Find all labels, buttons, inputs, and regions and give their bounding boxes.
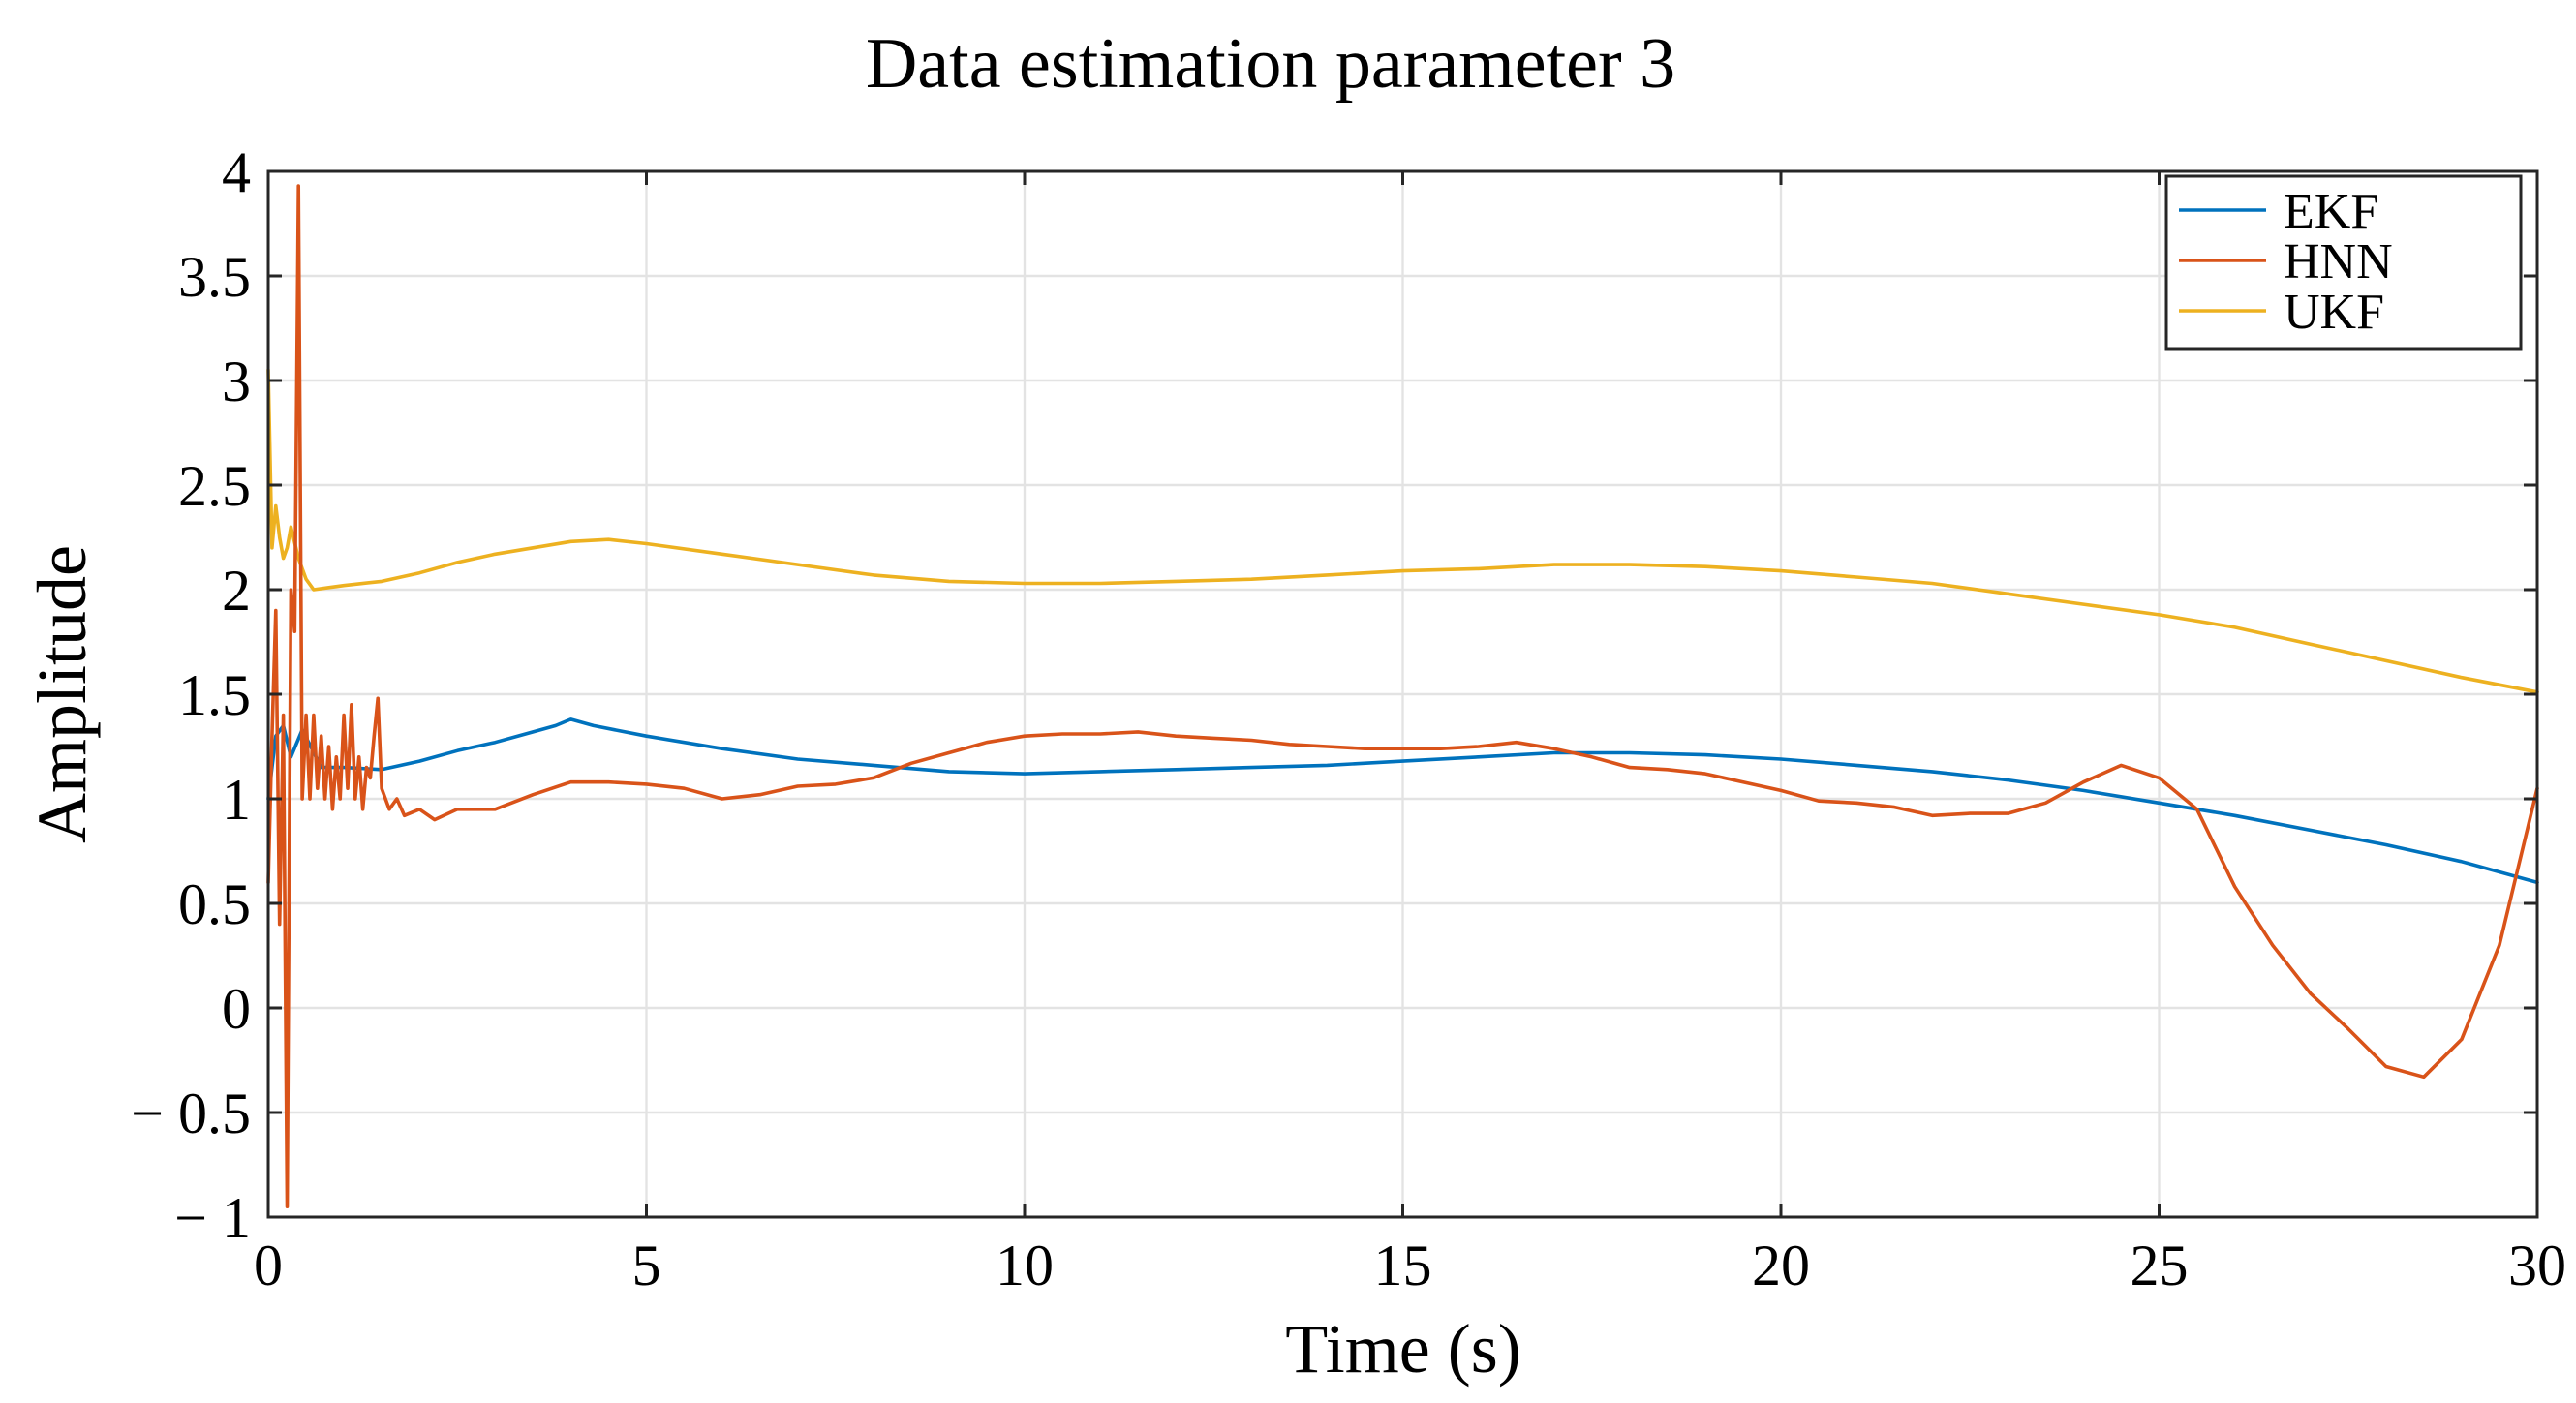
y-tick-label: − 0.5 — [131, 1082, 251, 1145]
series-line-hnn — [266, 184, 2539, 1208]
y-axis-label: Amplitude — [23, 545, 101, 843]
series-lines — [266, 184, 2539, 1208]
series-line-ekf — [266, 717, 2539, 885]
y-tick-label: 4 — [222, 140, 251, 204]
y-tick-label: 3 — [222, 350, 251, 413]
x-tick-label: 25 — [2131, 1234, 2189, 1297]
y-tick-label: 2 — [222, 559, 251, 623]
x-tick-label: 20 — [1752, 1234, 1810, 1297]
x-tick-label: 0 — [254, 1234, 283, 1297]
axis-ticks: 0 5 10 15 20 25 30 − 1 − 0.5 0 0.5 1 1.5 2 2.5 3 3.5 4 — [131, 140, 2566, 1297]
x-tick-label: 5 — [632, 1234, 661, 1297]
y-tick-label: 1 — [222, 768, 251, 832]
legend-label-hnn: HNN — [2284, 234, 2393, 290]
legend-label-ukf: UKF — [2284, 285, 2384, 340]
grid-lines — [268, 171, 2537, 1217]
y-tick-label: 0.5 — [178, 872, 251, 936]
y-tick-label: − 1 — [174, 1186, 251, 1250]
x-tick-label: 30 — [2508, 1234, 2566, 1297]
y-tick-label: 0 — [222, 977, 251, 1041]
y-tick-label: 1.5 — [178, 663, 251, 727]
x-axis-label: Time (s) — [1285, 1310, 1520, 1388]
y-tick-label: 3.5 — [178, 245, 251, 309]
x-tick-label: 10 — [996, 1234, 1054, 1297]
y-tick-label: 2.5 — [178, 454, 251, 518]
legend-box — [2164, 174, 2523, 351]
legend-label-ekf: EKF — [2284, 184, 2378, 239]
chart-title: Data estimation parameter 3 — [866, 24, 1675, 104]
x-tick-label: 15 — [1374, 1234, 1432, 1297]
